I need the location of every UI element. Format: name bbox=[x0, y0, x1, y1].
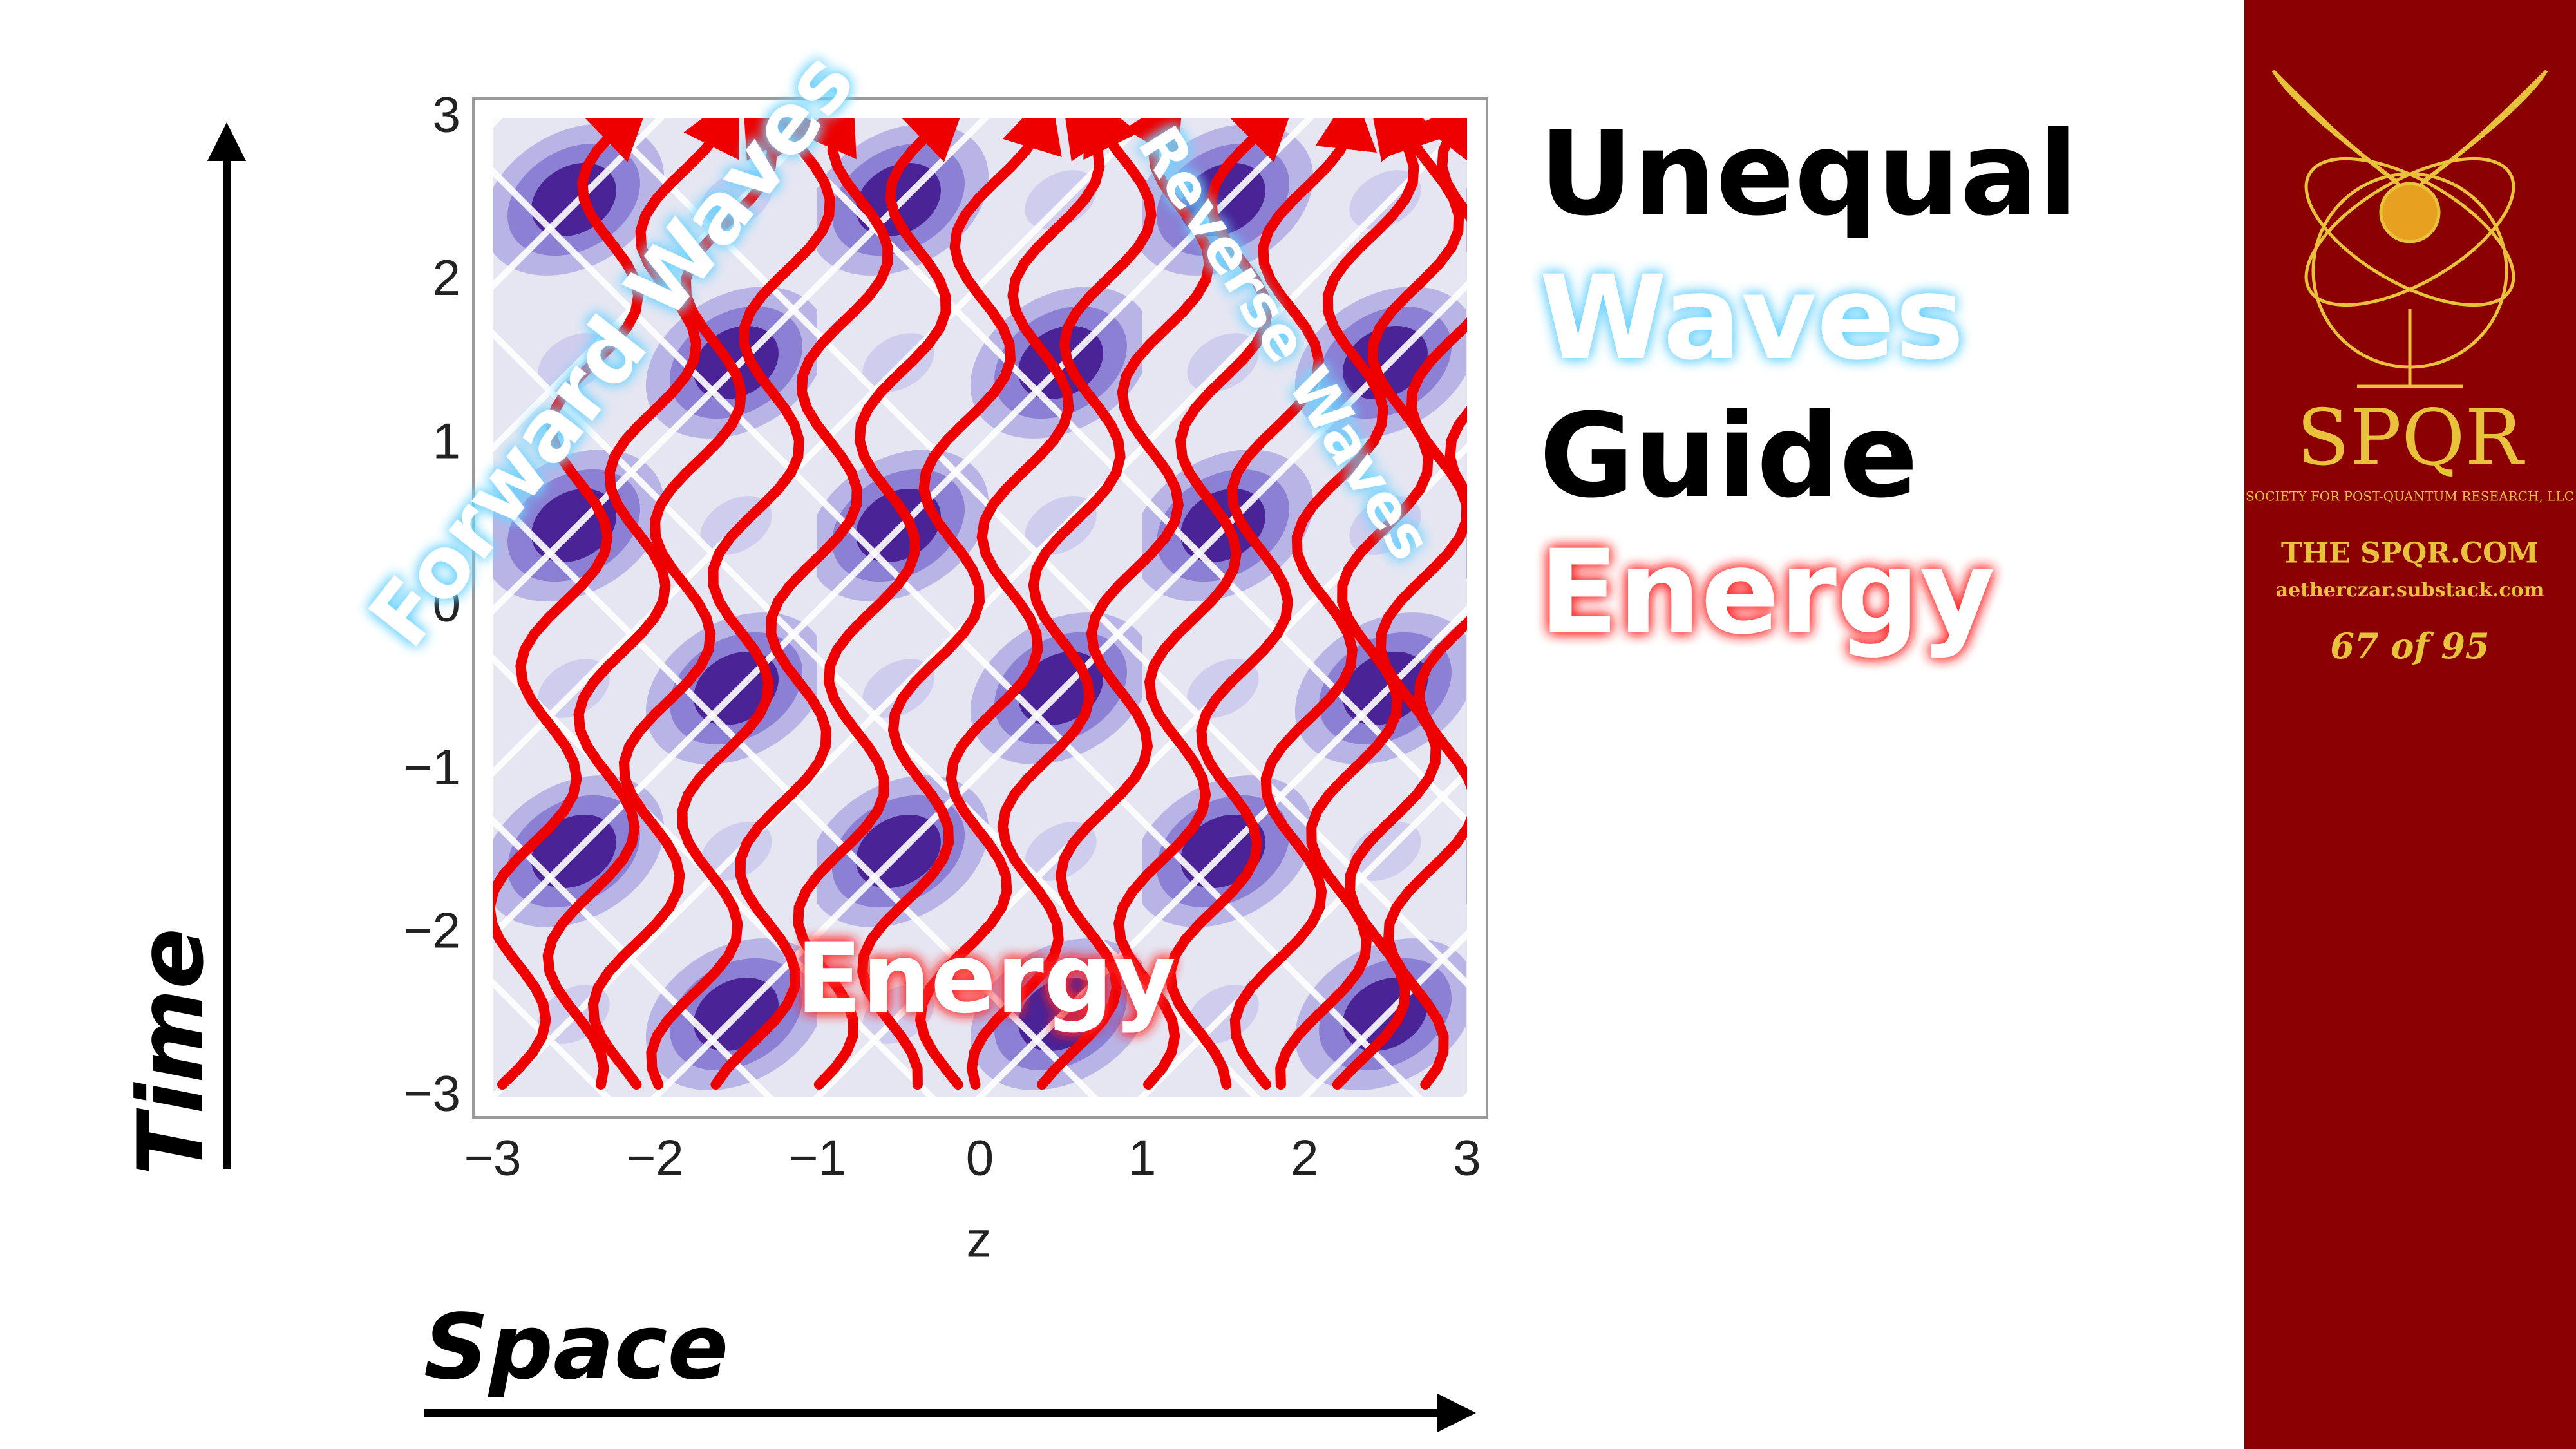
spqr-emblem bbox=[2271, 70, 2548, 388]
forward-wave-line bbox=[1137, 767, 1467, 1097]
energy-flows bbox=[493, 118, 1467, 1090]
reverse-wave-line bbox=[493, 978, 612, 1097]
x-tick-label: 0 bbox=[966, 1130, 994, 1186]
energy-flow bbox=[966, 118, 1157, 1090]
y-tick-label: 2 bbox=[433, 249, 460, 306]
space-arrowhead bbox=[1437, 1394, 1476, 1432]
energy-flow bbox=[493, 118, 651, 1090]
y-tick-label: 3 bbox=[433, 86, 460, 143]
sidebar-substack: aetherczar.substack.com bbox=[2276, 579, 2544, 601]
y-tick-label: 0 bbox=[433, 576, 460, 632]
reverse-wave-line bbox=[493, 815, 775, 1097]
time-arrowhead bbox=[207, 122, 246, 161]
tick-labels: 3 2 1 0 −1 −2 −3−3 −2 −1 0 1 2 3 bbox=[403, 86, 1481, 1186]
energy-flow bbox=[1383, 406, 1467, 1090]
forward-wave-line bbox=[650, 280, 1467, 1097]
sidebar-logo: SPQR bbox=[2297, 393, 2525, 483]
reverse-wave-line bbox=[0, 0, 87, 1226]
y-tick-label: −1 bbox=[403, 739, 460, 795]
x-tick-label: 2 bbox=[1291, 1130, 1318, 1186]
energy-flow bbox=[1229, 118, 1431, 1090]
energy-flow bbox=[587, 118, 800, 1090]
sidebar-site: THE SPQR.COM bbox=[2281, 537, 2539, 570]
x-tick-label: −1 bbox=[789, 1130, 846, 1186]
headline-energy: Energy bbox=[1539, 526, 1995, 660]
x-tick-label: 1 bbox=[1128, 1130, 1156, 1186]
energy-flow bbox=[1113, 118, 1296, 1090]
headline-waves: Waves bbox=[1539, 251, 1964, 386]
x-tick-label: 3 bbox=[1453, 1130, 1481, 1186]
energy-flow bbox=[793, 118, 968, 1090]
energy-flow bbox=[857, 118, 1062, 1090]
forward-wave-line bbox=[974, 605, 1467, 1097]
sidebar-page: 67 of 95 bbox=[2330, 625, 2489, 667]
energy-flow bbox=[1332, 118, 1467, 1090]
energy-flow bbox=[542, 118, 739, 1090]
y-tick-label: 1 bbox=[433, 412, 460, 469]
forward-wave-line bbox=[812, 442, 1467, 1097]
time-label: Time bbox=[119, 928, 224, 1175]
y-tick-label: −2 bbox=[403, 902, 460, 958]
x-tick-label: −2 bbox=[627, 1130, 684, 1186]
x-tick-label: −3 bbox=[464, 1130, 522, 1186]
energy-flow bbox=[646, 118, 835, 1090]
forward-wave-line bbox=[1299, 929, 1467, 1097]
x-axis-label: z bbox=[967, 1211, 992, 1268]
energy-flow bbox=[914, 118, 1122, 1090]
headline-guide: Guide bbox=[1539, 389, 1918, 524]
space-label: Space bbox=[424, 1295, 728, 1400]
energy-plot-label: Energy bbox=[796, 923, 1176, 1035]
energy-flow bbox=[710, 118, 893, 1090]
sidebar-org: SOCIETY FOR POST-QUANTUM RESEARCH, LLC bbox=[2246, 489, 2574, 504]
energy-flow bbox=[1037, 118, 1215, 1090]
energy-flow bbox=[1165, 118, 1377, 1090]
y-tick-label: −3 bbox=[403, 1065, 460, 1122]
headline-unequal: Unequal bbox=[1539, 107, 2078, 242]
